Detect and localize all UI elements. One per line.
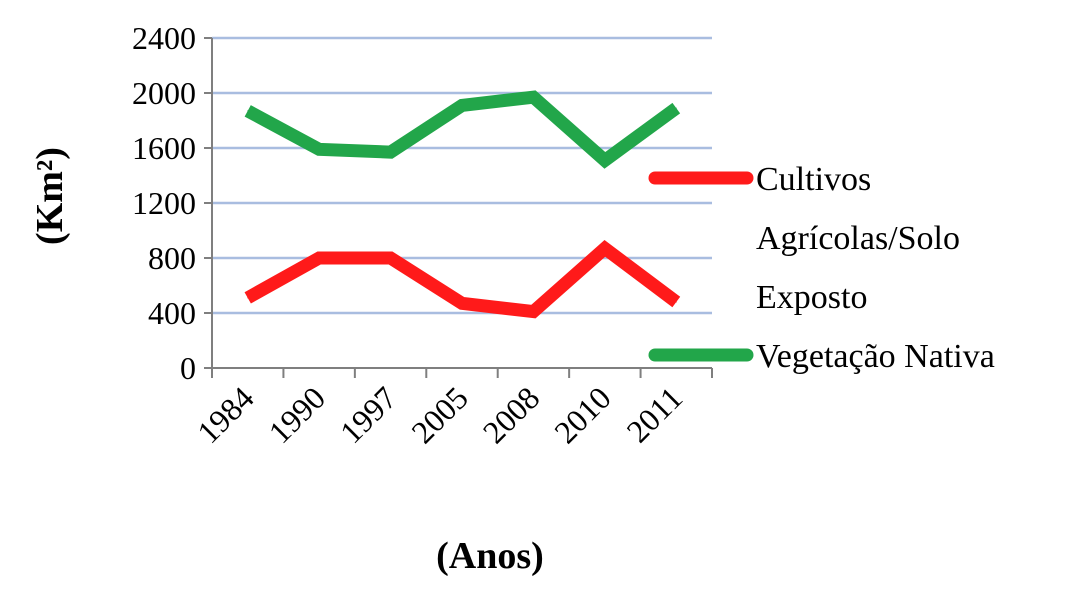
x-tick-label: 1984	[190, 379, 261, 450]
series-line-1	[244, 90, 681, 169]
gridlines	[212, 36, 712, 315]
data-point	[604, 247, 606, 249]
data-point	[604, 159, 606, 161]
y-tick-label: 2400	[132, 20, 196, 56]
data-point	[247, 297, 249, 299]
legend-label: Agrícolas/Solo	[756, 220, 960, 257]
x-axis-title: (Anos)	[436, 535, 544, 577]
x-tick-labels: 1984 1990 1997 2005 2008 2010 2011	[190, 368, 713, 450]
data-point	[461, 302, 463, 304]
x-tick-label: 1997	[333, 379, 404, 450]
x-tick-label: 2008	[476, 379, 547, 450]
y-tick-label: 0	[180, 350, 196, 386]
data-point	[318, 257, 320, 259]
data-point	[461, 104, 463, 106]
data-point	[532, 311, 534, 313]
x-tick-label: 2005	[404, 379, 475, 450]
legend-label: Exposto	[756, 279, 867, 316]
y-tick-label: 1200	[132, 185, 196, 221]
data-point	[390, 151, 392, 153]
legend: Cultivos Agrícolas/Solo Exposto Vegetação N…	[648, 161, 995, 375]
data-point	[390, 257, 392, 259]
y-axis-title: (Km²)	[29, 147, 71, 245]
y-tick-label: 1600	[132, 130, 196, 166]
data-point	[318, 148, 320, 150]
data-point	[247, 110, 249, 112]
data-point	[675, 301, 677, 303]
y-tick-label: 400	[148, 295, 196, 331]
y-tick-label: 800	[148, 240, 196, 276]
legend-label: Vegetação Nativa	[756, 338, 995, 375]
legend-label: Cultivos	[756, 161, 871, 198]
x-tick-label: 2011	[619, 379, 689, 449]
series-lines	[244, 90, 681, 319]
x-tick-label: 1990	[261, 379, 332, 450]
x-tick-label: 2010	[547, 379, 618, 450]
data-point	[532, 96, 534, 98]
y-tick-label: 2000	[132, 75, 196, 111]
y-tick-labels: 0 400 800 1200 1600 2000 2400	[132, 20, 212, 386]
data-point	[675, 107, 677, 109]
